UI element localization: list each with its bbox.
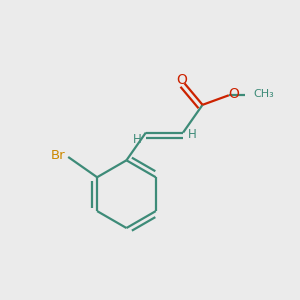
Text: O: O	[176, 73, 187, 87]
Text: H: H	[133, 134, 141, 146]
Text: CH₃: CH₃	[254, 89, 274, 99]
Text: O: O	[228, 87, 239, 101]
Text: H: H	[188, 128, 197, 140]
Text: Br: Br	[51, 149, 65, 162]
